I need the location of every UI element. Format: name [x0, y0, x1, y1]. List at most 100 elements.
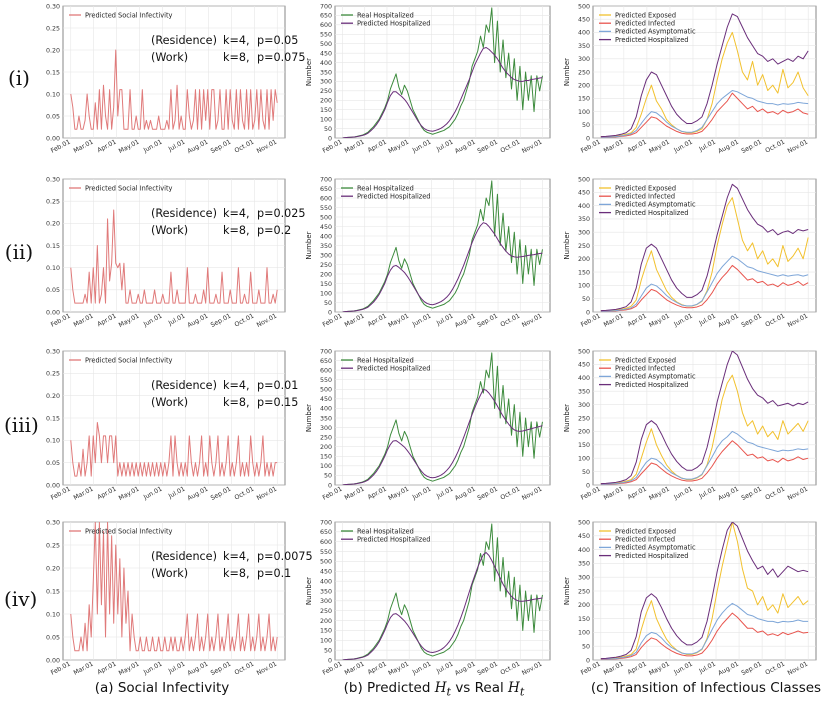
- legend-label: Predicted Social Infectivity: [85, 356, 173, 364]
- series-line-predicted-social-infectivity: [70, 421, 278, 477]
- x-tick-label: Apr.01: [627, 139, 648, 155]
- x-tick-label: Aug.01: [186, 661, 209, 678]
- y-tick-label: 0.10: [46, 438, 60, 445]
- y-tick-label: 150: [320, 107, 332, 114]
- parameter-annotation: (Residence) k=4, p=0.025 (Work) k=8, p=0.2: [151, 207, 306, 237]
- series-line-predicted-hospitalized: [600, 522, 809, 660]
- y-tick-label: 500: [578, 3, 590, 10]
- x-tick-label: Mar.01: [344, 661, 366, 677]
- caption-b-prefix: (b) Predicted: [343, 680, 435, 696]
- x-tick-label: Nov.01: [256, 139, 279, 155]
- residence-label: (Residence): [151, 550, 217, 563]
- y-tick-label: 500: [320, 41, 332, 48]
- y-tick-label: 550: [320, 377, 332, 384]
- y-tick-label: 150: [320, 281, 332, 288]
- legend-label: Predicted Asymptomatic: [615, 28, 696, 36]
- y-tick-label: 0.00: [46, 309, 60, 316]
- y-tick-label: 0.30: [46, 176, 60, 183]
- legend: Predicted Social Infectivity: [69, 527, 173, 535]
- chart-c-ii: 0 50 100 150 200 250 300 350 400 450 500 Feb.01 Mar.…: [563, 176, 817, 329]
- legend-label: Predicted Hospitalized: [357, 536, 431, 544]
- x-tick-label: Jun.01: [672, 661, 694, 677]
- y-tick-label: 0: [328, 135, 332, 142]
- x-tick-label: Apr.01: [367, 661, 388, 677]
- y-tick-label: 100: [320, 116, 332, 123]
- x-tick-label: Sep.01: [476, 486, 499, 502]
- x-tick-label: Apr.01: [96, 139, 117, 155]
- y-tick-label: 250: [320, 88, 332, 95]
- x-tick-label: Oct.01: [233, 139, 255, 155]
- x-tick-label: Nov.01: [521, 313, 544, 329]
- x-tick-label: Sep.01: [210, 661, 233, 677]
- x-tick-label: Oct.01: [499, 486, 521, 502]
- y-axis-label: Number: [305, 231, 313, 259]
- y-tick-label: 200: [320, 98, 332, 105]
- x-tick-label: Aug.01: [186, 139, 209, 156]
- y-tick-label: 500: [578, 176, 590, 183]
- y-tick-label: 300: [578, 56, 590, 63]
- x-tick-label: Aug.01: [186, 486, 209, 503]
- y-tick-label: 400: [320, 233, 332, 240]
- y-tick-label: 450: [320, 396, 332, 403]
- work-k: k=8,: [223, 224, 250, 237]
- caption-b: (b) Predicted Ht vs Real Ht: [314, 680, 554, 699]
- x-tick-label: Sep.01: [476, 139, 499, 155]
- parameter-annotation: (Residence) k=4, p=0.05 (Work) k=8, p=0.075: [151, 34, 306, 64]
- chart-b-iii: 0 50 100 150 200 250 300 350 400 450 500 550 600 650 7…: [305, 348, 551, 502]
- y-tick-label: 500: [320, 559, 332, 566]
- y-tick-label: 250: [578, 415, 590, 422]
- x-tick-label: Feb.01: [580, 661, 602, 677]
- x-tick-label: Feb.01: [321, 313, 343, 329]
- y-tick-label: 450: [320, 50, 332, 57]
- legend-label: Predicted Exposed: [615, 11, 676, 19]
- series-line-predicted-hospitalized: [342, 552, 543, 660]
- y-tick-label: 0.20: [46, 393, 60, 400]
- x-tick-label: Mar.01: [73, 313, 95, 329]
- x-tick-label: Sep.01: [210, 313, 233, 329]
- y-tick-label: 400: [578, 203, 590, 210]
- x-tick-label: Jun.01: [411, 313, 433, 329]
- y-tick-label: 550: [320, 32, 332, 39]
- x-tick-label: Jun.01: [672, 313, 694, 329]
- y-axis-label: Number: [305, 58, 313, 86]
- caption-c: (c) Transition of Infectious Classes: [590, 680, 822, 696]
- y-axis-label: Number: [563, 404, 571, 432]
- x-tick-label: May.01: [648, 661, 671, 678]
- chart-c-iii: 0 50 100 150 200 250 300 350 400 450 500 Feb.01 Mar.…: [563, 348, 817, 502]
- y-tick-label: 350: [578, 389, 590, 396]
- series-line-predicted-asymptomatic: [600, 255, 809, 312]
- y-tick-label: 0: [586, 135, 590, 142]
- y-tick-label: 200: [578, 602, 590, 609]
- work-label: (Work): [151, 567, 188, 580]
- x-tick-label: Jul.01: [435, 661, 455, 676]
- x-tick-label: Jun.01: [672, 486, 694, 502]
- series-line-real-hospitalized: [342, 7, 543, 138]
- y-tick-label: 400: [320, 578, 332, 585]
- y-tick-label: 300: [320, 425, 332, 432]
- work-label: (Work): [151, 51, 188, 64]
- x-tick-label: Apr.01: [96, 661, 117, 677]
- y-tick-label: 200: [320, 271, 332, 278]
- x-tick-label: Oct.01: [499, 313, 521, 329]
- y-tick-label: 300: [578, 230, 590, 237]
- y-tick-label: 600: [320, 367, 332, 374]
- y-tick-label: 0: [586, 482, 590, 489]
- x-tick-label: Nov.01: [256, 486, 279, 502]
- x-tick-label: Nov.01: [787, 661, 810, 677]
- x-tick-label: Sep.01: [740, 661, 763, 677]
- legend-label: Predicted Exposed: [615, 184, 676, 192]
- y-tick-label: 100: [320, 463, 332, 470]
- y-tick-label: 700: [320, 519, 332, 526]
- x-tick-label: Mar.01: [344, 486, 366, 502]
- legend-label: Real Hospitalized: [357, 356, 414, 364]
- y-tick-label: 700: [320, 176, 332, 183]
- work-k: k=8,: [223, 567, 250, 580]
- y-tick-label: 650: [320, 529, 332, 536]
- y-tick-label: 0.25: [46, 371, 60, 378]
- y-tick-label: 500: [320, 387, 332, 394]
- x-tick-label: Feb.01: [321, 139, 343, 155]
- series-line-predicted-social-infectivity: [70, 522, 278, 652]
- x-tick-label: Aug.01: [717, 139, 740, 156]
